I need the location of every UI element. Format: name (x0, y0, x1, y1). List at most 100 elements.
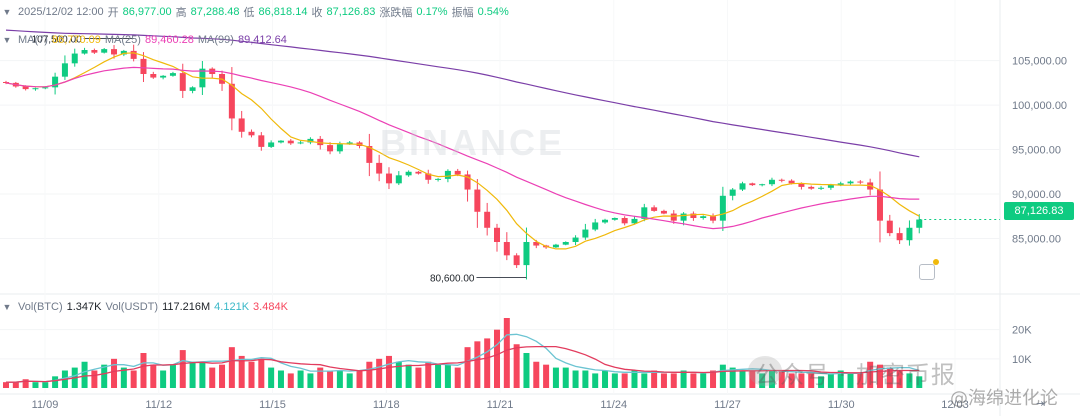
candle-body (111, 49, 118, 55)
volume-bar (385, 355, 392, 388)
volume-bar (366, 361, 373, 388)
candle-body (827, 185, 834, 188)
vol-ma-value-2: 3.484K (253, 301, 288, 313)
candle-body (189, 87, 196, 91)
candle-body (464, 174, 471, 190)
candle-body (768, 179, 775, 185)
candle-body (52, 76, 59, 88)
volume-bar (484, 338, 491, 388)
candle-body (454, 170, 461, 175)
candle-body (513, 255, 520, 266)
volume-bar (415, 367, 422, 388)
volume-bar (435, 364, 442, 388)
ma7-value: 86,770.09 (51, 34, 101, 46)
candle-body (130, 50, 137, 59)
time-tick-label: 11/15 (259, 399, 286, 411)
volume-bar (238, 355, 245, 388)
volume-bar (474, 341, 481, 388)
ma25-label[interactable]: MA(25) (104, 34, 141, 46)
volume-bar (454, 367, 461, 388)
candle-body (327, 145, 334, 152)
time-tick-label: 11/12 (145, 399, 172, 411)
time-tick-label: 11/21 (487, 399, 514, 411)
vol-usdt-label[interactable]: Vol(USDT) (105, 301, 159, 313)
volume-bar (287, 373, 294, 388)
volume-bar (425, 361, 432, 388)
candle-body (484, 211, 491, 228)
volume-bar (611, 373, 618, 388)
candle-body (120, 50, 127, 55)
volume-bar (494, 329, 500, 388)
volume-bar (356, 370, 363, 388)
chevron-down-icon[interactable]: ▼ (2, 35, 12, 45)
volume-bar (916, 376, 923, 388)
volume-bar (749, 370, 756, 388)
volume-bar (91, 370, 98, 388)
volume-bar (739, 370, 746, 388)
volume-bar (867, 361, 874, 388)
volume-bar (199, 361, 206, 388)
candle-body (710, 216, 717, 221)
volume-bar (700, 373, 707, 388)
indicator-settings-icon[interactable] (919, 264, 935, 280)
price-tick-label: 100,000.00 (1012, 100, 1067, 112)
chevron-down-icon[interactable]: ▼ (2, 7, 12, 17)
ma25-value: 89,460.28 (144, 34, 194, 46)
binance-watermark: BINANCE (380, 122, 566, 163)
volume-bar (179, 350, 186, 388)
wechat-logo-icon (748, 356, 782, 386)
volume-bar (3, 382, 9, 388)
time-tick-label: 11/27 (714, 399, 741, 411)
volume-bar (837, 370, 844, 388)
volume-bar (228, 347, 235, 388)
volume-bar (710, 370, 717, 388)
chevron-down-icon[interactable]: ▼ (2, 302, 12, 312)
candle-body (3, 82, 9, 83)
volume-bar (42, 382, 49, 388)
volume-bar (651, 370, 658, 388)
ma25-line (5, 66, 920, 230)
candle-body (651, 207, 658, 211)
candle-body (22, 86, 29, 90)
candle-body (366, 146, 373, 163)
volume-bar (376, 358, 383, 388)
volume-bar (346, 373, 353, 388)
source-watermark: 公众号 · 加密币报 (755, 361, 956, 389)
volume-bar (631, 370, 638, 388)
volume-bar (778, 370, 785, 388)
close-label: 收 (311, 7, 323, 19)
candle-body (611, 218, 618, 220)
volume-ma-layer (6, 333, 920, 383)
volume-bar (533, 361, 540, 388)
volume-bar (120, 367, 127, 388)
goto-latest-icon[interactable]: ⇥ (1036, 398, 1046, 410)
ma99-line (5, 29, 920, 158)
volume-bar (876, 364, 883, 388)
open-label: 开 (107, 7, 119, 19)
ma7-label[interactable]: MA(7) (18, 34, 48, 46)
volume-bar (641, 373, 648, 388)
candle-body (670, 213, 677, 221)
vol-btc-label[interactable]: Vol(BTC) (18, 301, 63, 313)
volume-bar (621, 373, 628, 388)
candle-body (837, 183, 844, 186)
ma7-line (5, 52, 920, 250)
candle-body (621, 218, 628, 224)
candle-body (778, 179, 785, 181)
price-tick-label: 90,000.00 (1012, 189, 1061, 201)
amplitude-value: 0.54% (477, 6, 509, 18)
notification-dot-icon (933, 259, 939, 265)
moving-average-layer (5, 29, 920, 250)
volume-bar (464, 347, 471, 388)
volume-bar (808, 373, 815, 388)
time-tick-label: 11/30 (828, 399, 855, 411)
candle-body (61, 63, 68, 77)
candle-body (297, 142, 304, 144)
candle-body (169, 73, 176, 76)
annotation-layer: 107,500.00 80,600.00 (32, 34, 1000, 285)
volume-bars-layer (3, 318, 923, 388)
candle-body (562, 242, 569, 245)
ma99-label[interactable]: MA(99) (197, 34, 234, 46)
